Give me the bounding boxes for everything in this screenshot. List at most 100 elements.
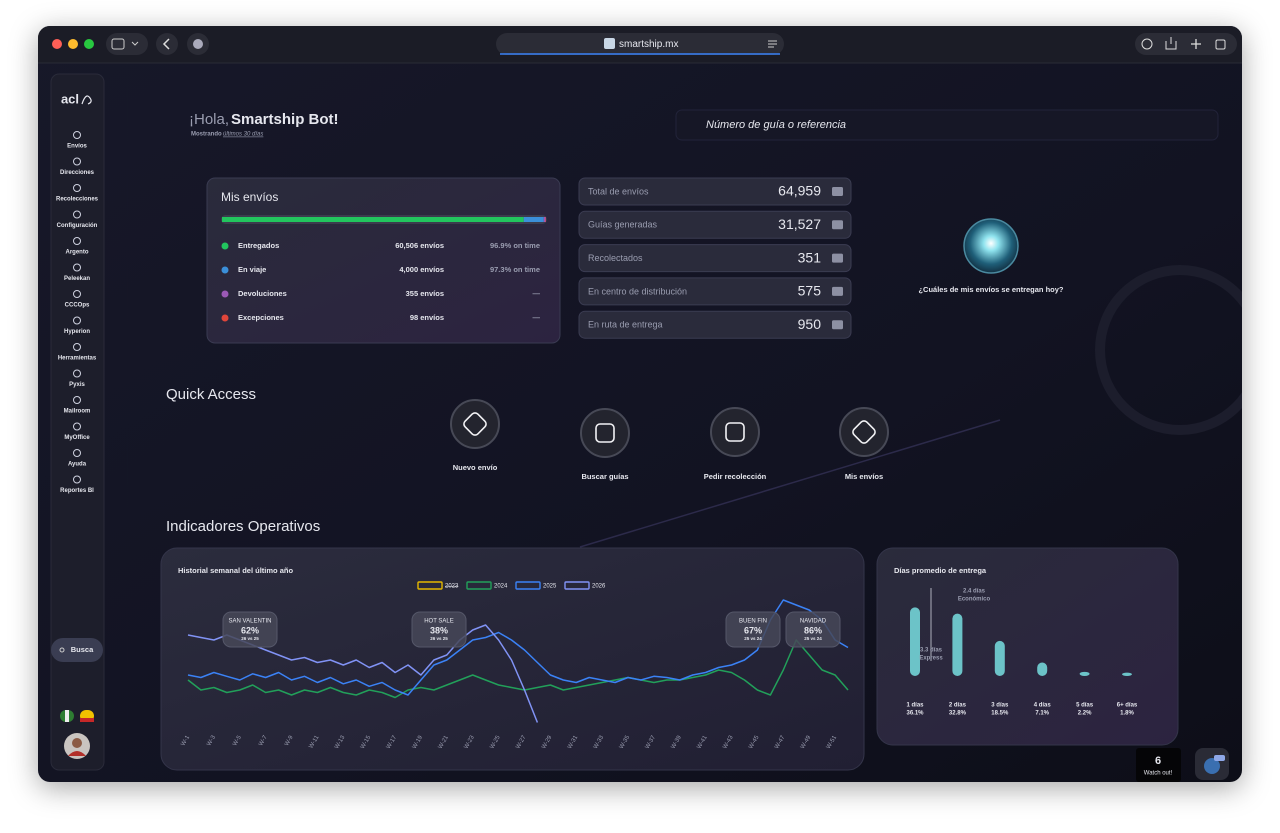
bar-value-label: 36.1% (906, 711, 924, 717)
alert-badge[interactable] (1136, 748, 1181, 782)
stat-icon (832, 187, 843, 196)
search-label: Busca (71, 645, 94, 654)
quick-action-button[interactable] (710, 407, 760, 457)
legend-label[interactable]: 2026 (592, 584, 606, 590)
status-name: Entregados (238, 241, 279, 250)
series-line (187, 599, 849, 696)
nav-label[interactable]: Envíos (67, 144, 87, 150)
nav-label[interactable]: Recolecciones (56, 197, 99, 203)
x-tick-label: 2 días (949, 703, 967, 709)
nav-icon (73, 343, 81, 351)
quick-action-button[interactable] (839, 407, 889, 457)
share-button[interactable] (1165, 37, 1177, 50)
sidebar-icon (111, 38, 125, 50)
stat-icon (832, 286, 843, 296)
minimize-button[interactable] (68, 39, 78, 49)
stat-label: En ruta de entrega (588, 320, 663, 330)
shipments-title: Mis envíos (221, 190, 278, 204)
stat-card (578, 277, 852, 306)
quick-action-button[interactable] (580, 408, 630, 458)
period-link[interactable]: últimos 30 días (223, 132, 263, 138)
legend-swatch[interactable] (466, 581, 492, 590)
nav-label[interactable]: Reportes BI (60, 488, 94, 494)
quick-action-icon (595, 423, 615, 443)
address-bar[interactable] (496, 33, 784, 55)
x-tick-label: 3 días (991, 703, 1009, 709)
bot-icon (1204, 758, 1220, 774)
quick-action-label[interactable]: Mis envíos (845, 472, 883, 481)
search-icon (59, 647, 65, 653)
progress-segment (222, 217, 524, 222)
legend-swatch[interactable] (515, 581, 541, 590)
legend-label[interactable]: 2023 (445, 584, 459, 590)
bar-value-label: 2.2% (1078, 711, 1092, 717)
search-input[interactable] (675, 109, 1219, 141)
nav-label[interactable]: Pyxis (69, 382, 85, 388)
url: smartship.mx (619, 39, 678, 50)
search-button[interactable] (51, 638, 103, 662)
stat-icon (832, 320, 843, 330)
nav-label[interactable]: Peleekan (64, 276, 90, 282)
legend-label[interactable]: 2024 (494, 584, 508, 590)
assistant-question[interactable]: ¿Cuáles de mis envíos se entregan hoy? (918, 285, 1063, 294)
annotation-value: 38% (430, 625, 448, 635)
chevron (131, 41, 139, 46)
stat-card (578, 310, 852, 339)
chart-title: Historial semanal del último año (178, 566, 293, 575)
x-tick-label: 6+ días (1117, 703, 1138, 709)
logo-mark (81, 95, 92, 105)
annotation-title: BUEN FIN (739, 619, 767, 625)
status-count: 60,506 envíos (395, 241, 444, 250)
nav-icon (73, 396, 81, 404)
assistant-orb[interactable] (963, 218, 1019, 274)
zoom-button[interactable] (84, 39, 94, 49)
bot-bubble (1214, 755, 1225, 761)
flag-co-band (80, 718, 94, 722)
legend-label[interactable]: 2025 (543, 584, 557, 590)
bar (1122, 672, 1132, 676)
status-on-time: — (533, 289, 541, 298)
nav-label[interactable]: Mailroom (64, 409, 91, 415)
annotation-label: 2.4 días (963, 589, 986, 595)
status-count: 355 envíos (406, 289, 444, 298)
nav-label[interactable]: Ayuda (68, 462, 87, 468)
nav-label[interactable]: Configuración (57, 223, 98, 229)
status-dot (221, 266, 229, 274)
stat-value: 31,527 (778, 216, 821, 232)
status-dot (221, 314, 229, 322)
stat-value: 351 (798, 249, 822, 265)
quick-action-label[interactable]: Pedir recolección (704, 472, 767, 481)
annotation-value: 62% (241, 625, 259, 635)
downloads-button[interactable] (1141, 38, 1153, 50)
annotation-note: 26 vs 25 (430, 636, 448, 641)
progress-segment (523, 217, 544, 222)
nav-icon (73, 290, 81, 298)
annotation-value: 67% (744, 625, 762, 635)
bar-value-label: 32.8% (949, 711, 967, 717)
bar (1037, 662, 1048, 676)
legend-swatch[interactable] (564, 581, 590, 590)
bar (910, 607, 920, 676)
nav-label[interactable]: MyOffice (64, 435, 90, 441)
quick-action-label[interactable]: Nuevo envío (453, 463, 498, 472)
nav-label[interactable]: CCCOps (65, 303, 90, 309)
nav-label[interactable]: Direcciones (60, 170, 95, 176)
extension-icon (193, 39, 203, 49)
tabs-button[interactable] (1215, 39, 1226, 50)
user-name: Smartship Bot! (231, 111, 339, 128)
quick-action-label[interactable]: Buscar guías (581, 472, 628, 481)
nav-label[interactable]: Herramientas (58, 356, 97, 362)
nav-icon (73, 237, 81, 245)
annotation-label: 3.3 días (920, 648, 943, 654)
close-button[interactable] (52, 39, 62, 49)
logo: acl (61, 91, 79, 106)
new-tab-button[interactable] (1191, 39, 1201, 49)
quick-action-button[interactable] (450, 399, 500, 449)
back-button[interactable] (156, 33, 178, 55)
nav-label[interactable]: Hyperion (64, 329, 90, 335)
alert-label: Watch out! (1144, 771, 1173, 777)
nav-label[interactable]: Argento (66, 250, 89, 256)
annotation-box (222, 611, 278, 648)
legend-swatch[interactable] (417, 581, 443, 590)
decoration (1095, 265, 1242, 435)
